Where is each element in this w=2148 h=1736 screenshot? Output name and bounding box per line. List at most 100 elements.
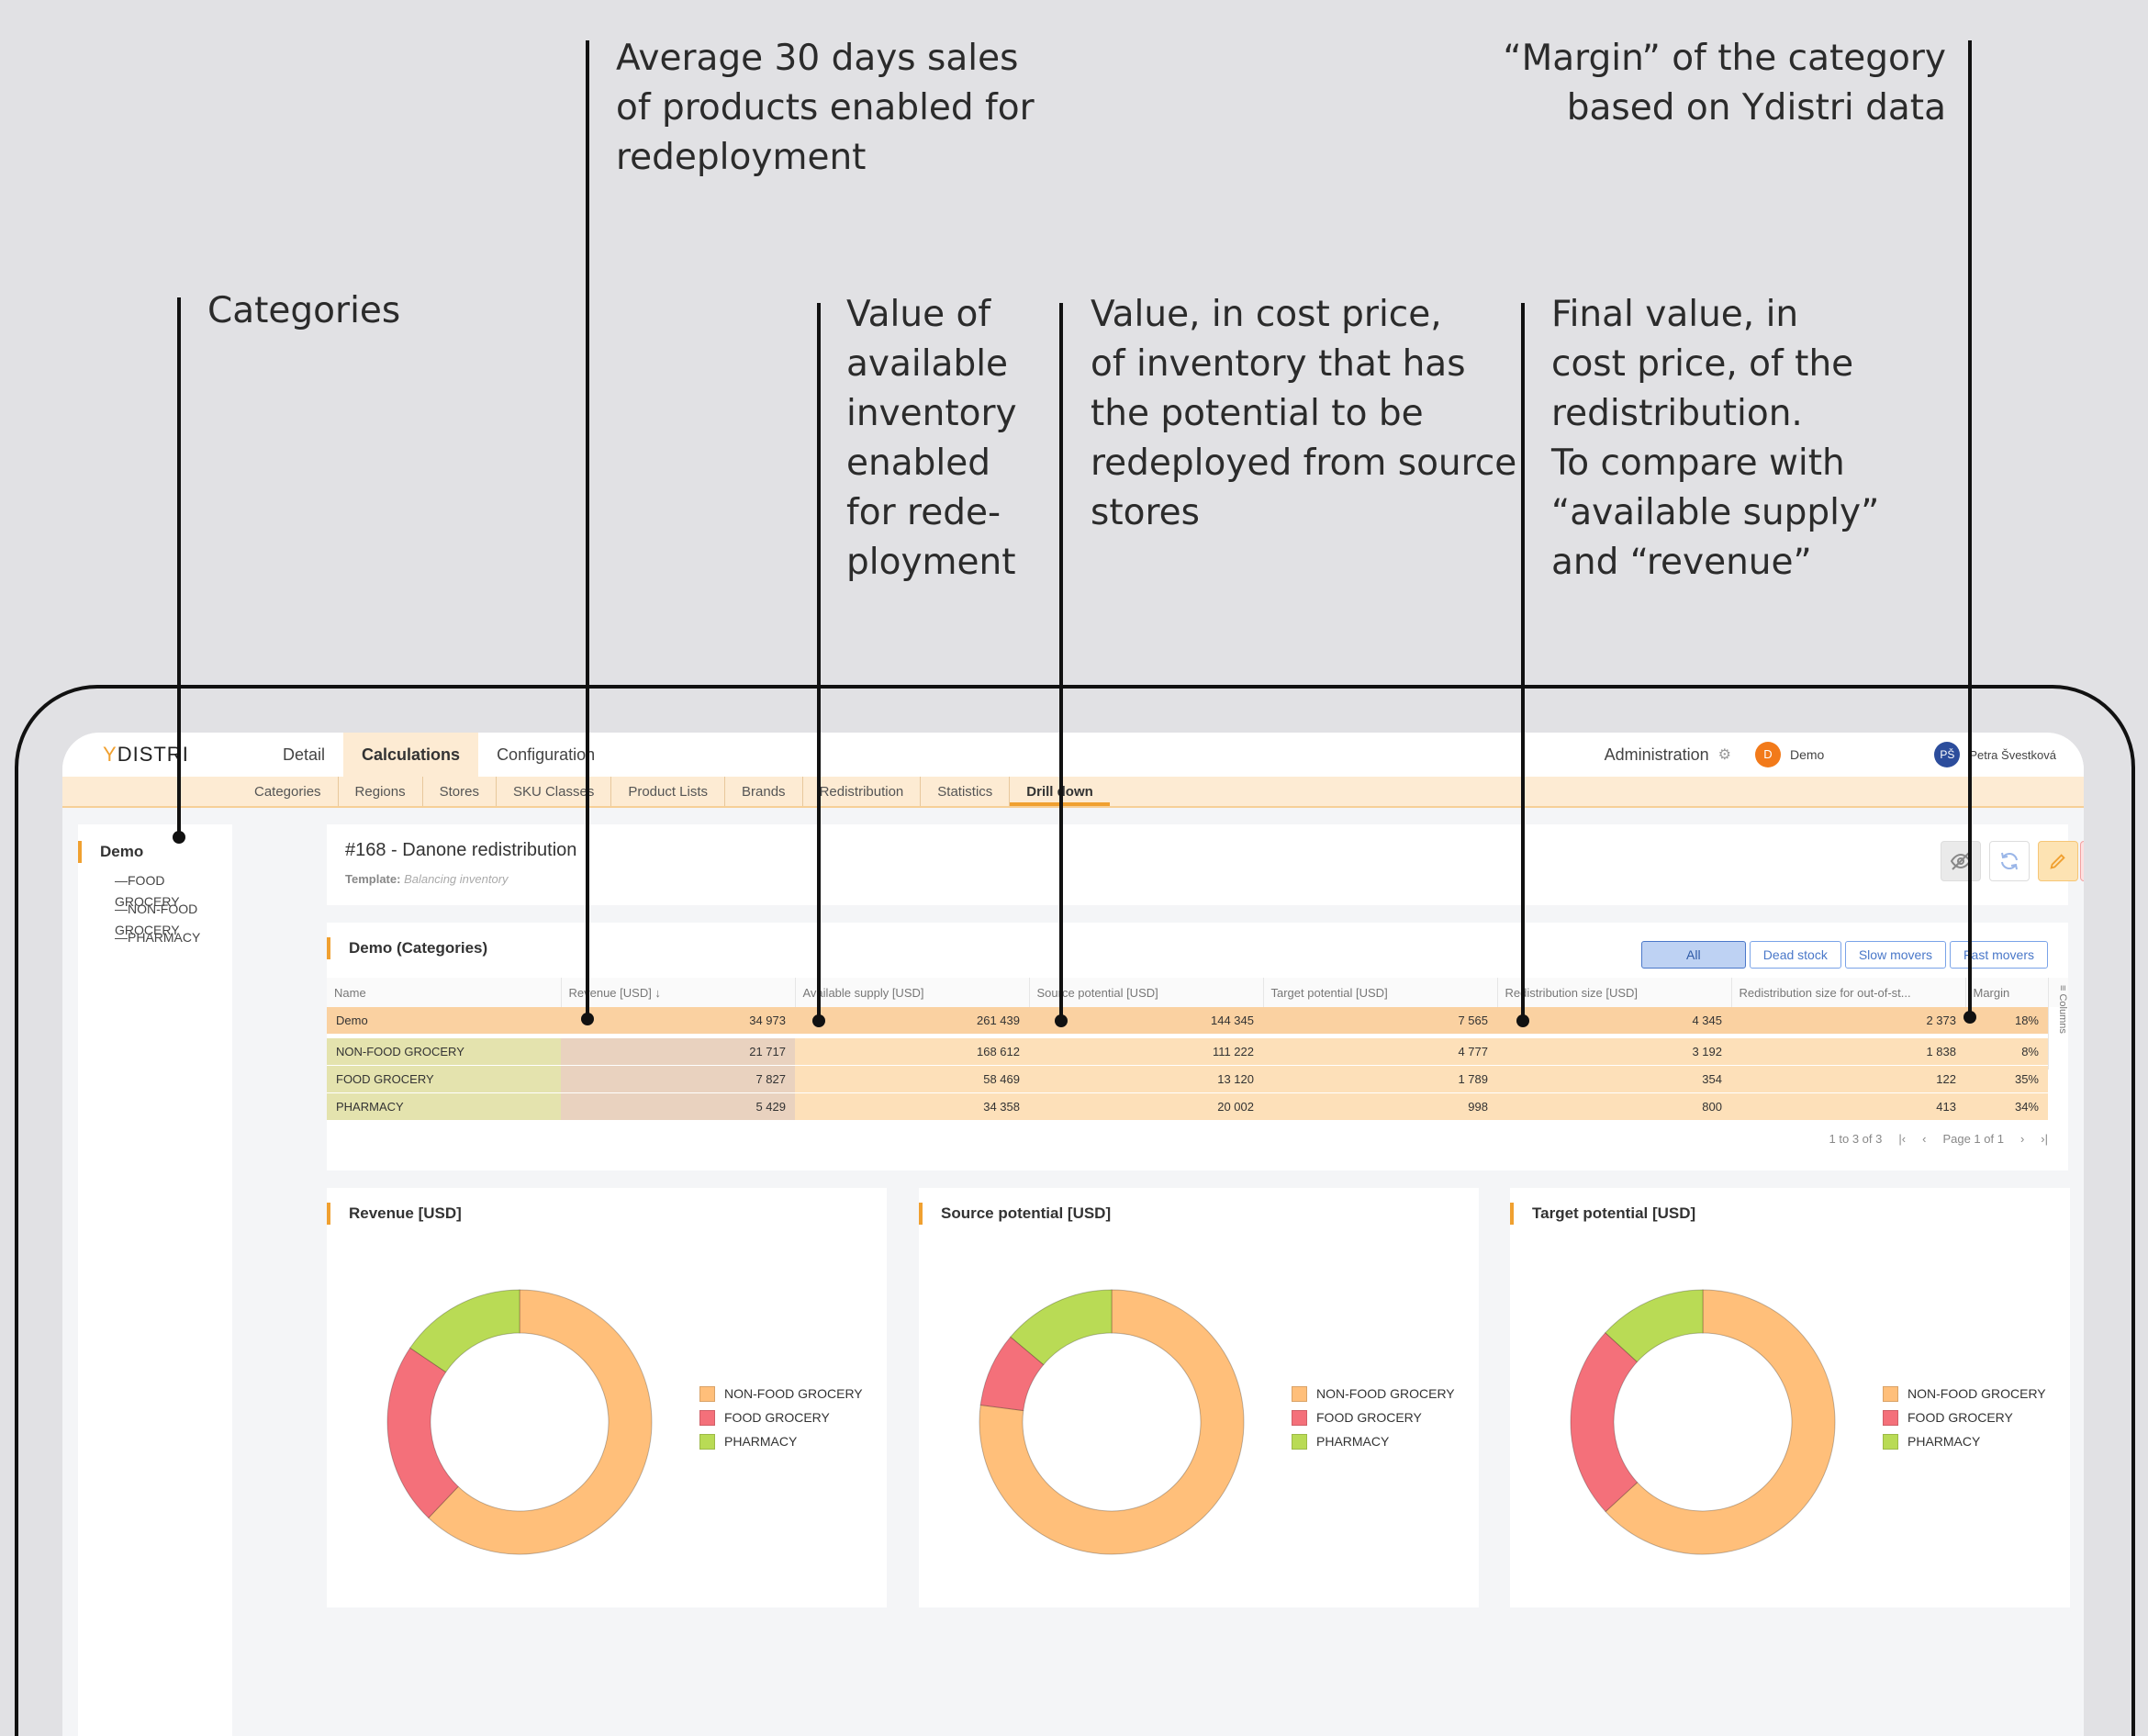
- legend-swatch-nonfood: [1292, 1385, 1307, 1402]
- legend-swatch-pharmacy: [1883, 1433, 1898, 1450]
- donut-slice-nonfood[interactable]: [1605, 1289, 1836, 1555]
- table-row[interactable]: NON-FOOD GROCERY 21 717 168 612 111 222 …: [327, 1037, 2068, 1066]
- columns-panel-tab[interactable]: ≡ Columns: [2048, 978, 2068, 1070]
- donut-slice-food[interactable]: [979, 1336, 1045, 1412]
- donut-slice-food[interactable]: [1570, 1332, 1639, 1513]
- device-frame: [15, 685, 2135, 1736]
- legend-item[interactable]: NON-FOOD GROCERY: [699, 1382, 863, 1406]
- pager-page: Page 1 of 1: [1942, 1132, 2004, 1146]
- donut-slice-pharmacy[interactable]: [409, 1289, 520, 1373]
- tree-item-food-grocery[interactable]: —FOOD GROCERY: [115, 873, 180, 909]
- annotation-redistribution-size: Final value, in cost price, of the redis…: [1551, 294, 1880, 583]
- chart-legend: NON-FOOD GROCERY FOOD GROCERY PHARMACY: [699, 1382, 863, 1453]
- donut-slice-nonfood[interactable]: [979, 1289, 1245, 1555]
- filter-group: All Dead stock Slow movers Fast movers: [1640, 941, 2048, 969]
- filter-fast-movers-button[interactable]: Fast movers: [1949, 941, 2048, 969]
- nav-detail[interactable]: Detail: [283, 745, 326, 764]
- legend-swatch-pharmacy: [1292, 1433, 1307, 1450]
- legend-swatch-food: [699, 1409, 715, 1426]
- administration-link[interactable]: Administration: [1604, 745, 1709, 764]
- user-area: Administration ⚙ D Demo PŠ Petra Švestko…: [1605, 733, 2056, 777]
- col-name[interactable]: Name: [327, 978, 562, 1007]
- ydistri-logo[interactable]: YDISTRI: [103, 743, 189, 766]
- categories-table: Name Revenue [USD] ↓ Available supply [U…: [327, 978, 2068, 1121]
- nav-calculations[interactable]: Calculations: [343, 733, 479, 777]
- filter-dead-stock-button[interactable]: Dead stock: [1749, 941, 1841, 969]
- delete-icon[interactable]: [2080, 841, 2084, 881]
- sub-nav: Categories Regions Stores SKU Classes Pr…: [62, 777, 2084, 808]
- col-margin[interactable]: Margin: [1965, 978, 2049, 1007]
- user-avatar[interactable]: PŠ: [1934, 742, 1961, 767]
- revenue-chart-card: Revenue [USD] NON-FOOD GROCERY FOOD GROC…: [327, 1188, 887, 1607]
- annotation-revenue: Average 30 days sales of products enable…: [616, 38, 1035, 178]
- subnav-product-lists[interactable]: Product Lists: [611, 777, 726, 806]
- donut-slice-food[interactable]: [386, 1347, 459, 1519]
- subnav-brands[interactable]: Brands: [725, 777, 803, 806]
- last-page-icon[interactable]: ›|: [2041, 1132, 2048, 1146]
- filter-all-button[interactable]: All: [1640, 941, 1746, 969]
- subnav-regions[interactable]: Regions: [339, 777, 423, 806]
- revenue-donut-chart: [386, 1289, 653, 1555]
- legend-swatch-food: [1883, 1409, 1898, 1426]
- columns-icon: ≡: [2057, 985, 2068, 994]
- col-revenue[interactable]: Revenue [USD] ↓: [561, 978, 796, 1007]
- prev-page-icon[interactable]: ‹: [1922, 1132, 1927, 1146]
- user-name[interactable]: Petra Švestková: [1969, 747, 2056, 762]
- gear-icon[interactable]: ⚙: [1717, 747, 1731, 763]
- first-page-icon[interactable]: |‹: [1898, 1132, 1907, 1146]
- legend-swatch-food: [1292, 1409, 1307, 1426]
- legend-item[interactable]: PHARMACY: [1883, 1429, 2046, 1453]
- legend-swatch-nonfood: [1883, 1385, 1898, 1402]
- leader-dot-categories: [173, 831, 185, 844]
- leader-line-revenue: [586, 40, 589, 1019]
- pager-count: 1 to 3 of 3: [1829, 1132, 1883, 1146]
- edit-icon[interactable]: [2038, 841, 2078, 881]
- filter-slow-movers-button[interactable]: Slow movers: [1844, 941, 1946, 969]
- refresh-icon[interactable]: [1989, 841, 2030, 881]
- legend-swatch-pharmacy: [699, 1433, 715, 1450]
- tree-item-pharmacy[interactable]: —PHARMACY: [115, 930, 201, 945]
- org-badge[interactable]: D: [1754, 742, 1781, 767]
- pagination: 1 to 3 of 3 |‹ ‹ Page 1 of 1 › ›|: [1829, 1132, 2048, 1146]
- main-nav: Detail Calculations Configuration: [264, 733, 613, 777]
- annotation-categories: Categories: [207, 290, 401, 331]
- subnav-statistics[interactable]: Statistics: [921, 777, 1011, 806]
- donut-slice-nonfood[interactable]: [428, 1289, 653, 1555]
- nav-configuration[interactable]: Configuration: [497, 745, 596, 764]
- subnav-categories[interactable]: Categories: [238, 777, 339, 806]
- eye-off-icon[interactable]: [1941, 841, 1981, 881]
- legend-item[interactable]: FOOD GROCERY: [1883, 1406, 2046, 1429]
- table-row-total[interactable]: Demo 34 973 261 439 144 345 7 565 4 345 …: [327, 1007, 2068, 1035]
- table-row[interactable]: PHARMACY 5 429 34 358 20 002 998 800 413…: [327, 1092, 2068, 1121]
- org-name[interactable]: Demo: [1789, 747, 1825, 762]
- tree-item-non-food-grocery[interactable]: —NON-FOOD GROCERY: [115, 902, 198, 937]
- donut-slice-pharmacy[interactable]: [1010, 1289, 1113, 1366]
- subnav-redistribution[interactable]: Redistribution: [803, 777, 922, 806]
- subnav-sku-classes[interactable]: SKU Classes: [497, 777, 612, 806]
- col-source-potential[interactable]: Source potential [USD]: [1029, 978, 1264, 1007]
- subnav-stores[interactable]: Stores: [423, 777, 497, 806]
- col-redistribution-out-of-stock[interactable]: Redistribution size for out-of-st...: [1731, 978, 1966, 1007]
- col-available-supply[interactable]: Available supply [USD]: [795, 978, 1030, 1007]
- legend-item[interactable]: PHARMACY: [1292, 1429, 1455, 1453]
- categories-grid-card: Demo (Categories) All Dead stock Slow mo…: [327, 923, 2068, 1170]
- target-potential-donut-chart: [1570, 1289, 1836, 1555]
- next-page-icon[interactable]: ›: [2019, 1132, 2025, 1146]
- leader-dot-redistribution-size: [1516, 1014, 1529, 1027]
- table-row[interactable]: FOOD GROCERY 7 827 58 469 13 120 1 789 3…: [327, 1065, 2068, 1093]
- grid-title: Demo (Categories): [327, 937, 487, 959]
- legend-item[interactable]: NON-FOOD GROCERY: [1883, 1382, 2046, 1406]
- donut-slice-pharmacy[interactable]: [1605, 1289, 1704, 1363]
- col-target-potential[interactable]: Target potential [USD]: [1263, 978, 1498, 1007]
- legend-item[interactable]: FOOD GROCERY: [1292, 1406, 1455, 1429]
- legend-item[interactable]: NON-FOOD GROCERY: [1292, 1382, 1455, 1406]
- table-header-row: Name Revenue [USD] ↓ Available supply [U…: [327, 978, 2068, 1007]
- annotation-source-potential: Value, in cost price, of inventory that …: [1091, 294, 1517, 533]
- tree-root-demo[interactable]: Demo: [78, 841, 232, 863]
- top-bar: YDISTRI Detail Calculations Configuratio…: [62, 733, 2084, 777]
- leader-line-categories: [177, 297, 181, 837]
- legend-item[interactable]: PHARMACY: [699, 1429, 863, 1453]
- category-tree: Demo —FOOD GROCERY —NON-FOOD GROCERY —PH…: [78, 824, 232, 1736]
- legend-item[interactable]: FOOD GROCERY: [699, 1406, 863, 1429]
- col-redistribution-size[interactable]: Redistribution size [USD]: [1497, 978, 1732, 1007]
